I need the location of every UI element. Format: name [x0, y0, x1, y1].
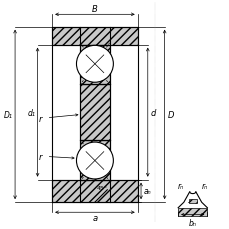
- Polygon shape: [177, 208, 207, 216]
- Text: 45°: 45°: [97, 185, 108, 190]
- Text: rₙ: rₙ: [201, 181, 207, 190]
- Text: α: α: [104, 150, 109, 156]
- Polygon shape: [80, 46, 109, 85]
- Circle shape: [76, 142, 113, 179]
- Text: D₁: D₁: [4, 110, 13, 119]
- Text: rₙ: rₙ: [177, 181, 183, 190]
- Text: bₙ: bₙ: [188, 218, 196, 227]
- Polygon shape: [52, 180, 137, 202]
- Polygon shape: [188, 199, 196, 203]
- Text: a: a: [92, 213, 97, 222]
- Polygon shape: [80, 85, 109, 141]
- Text: r: r: [39, 115, 43, 124]
- Text: d: d: [150, 108, 155, 117]
- Text: r: r: [39, 152, 43, 161]
- Text: d₁: d₁: [27, 108, 35, 117]
- Polygon shape: [80, 141, 109, 180]
- Text: B: B: [92, 5, 97, 14]
- Text: D: D: [167, 110, 174, 119]
- Text: aₙ: aₙ: [143, 187, 151, 196]
- Polygon shape: [52, 27, 137, 46]
- Circle shape: [76, 46, 113, 83]
- Text: α: α: [80, 150, 85, 156]
